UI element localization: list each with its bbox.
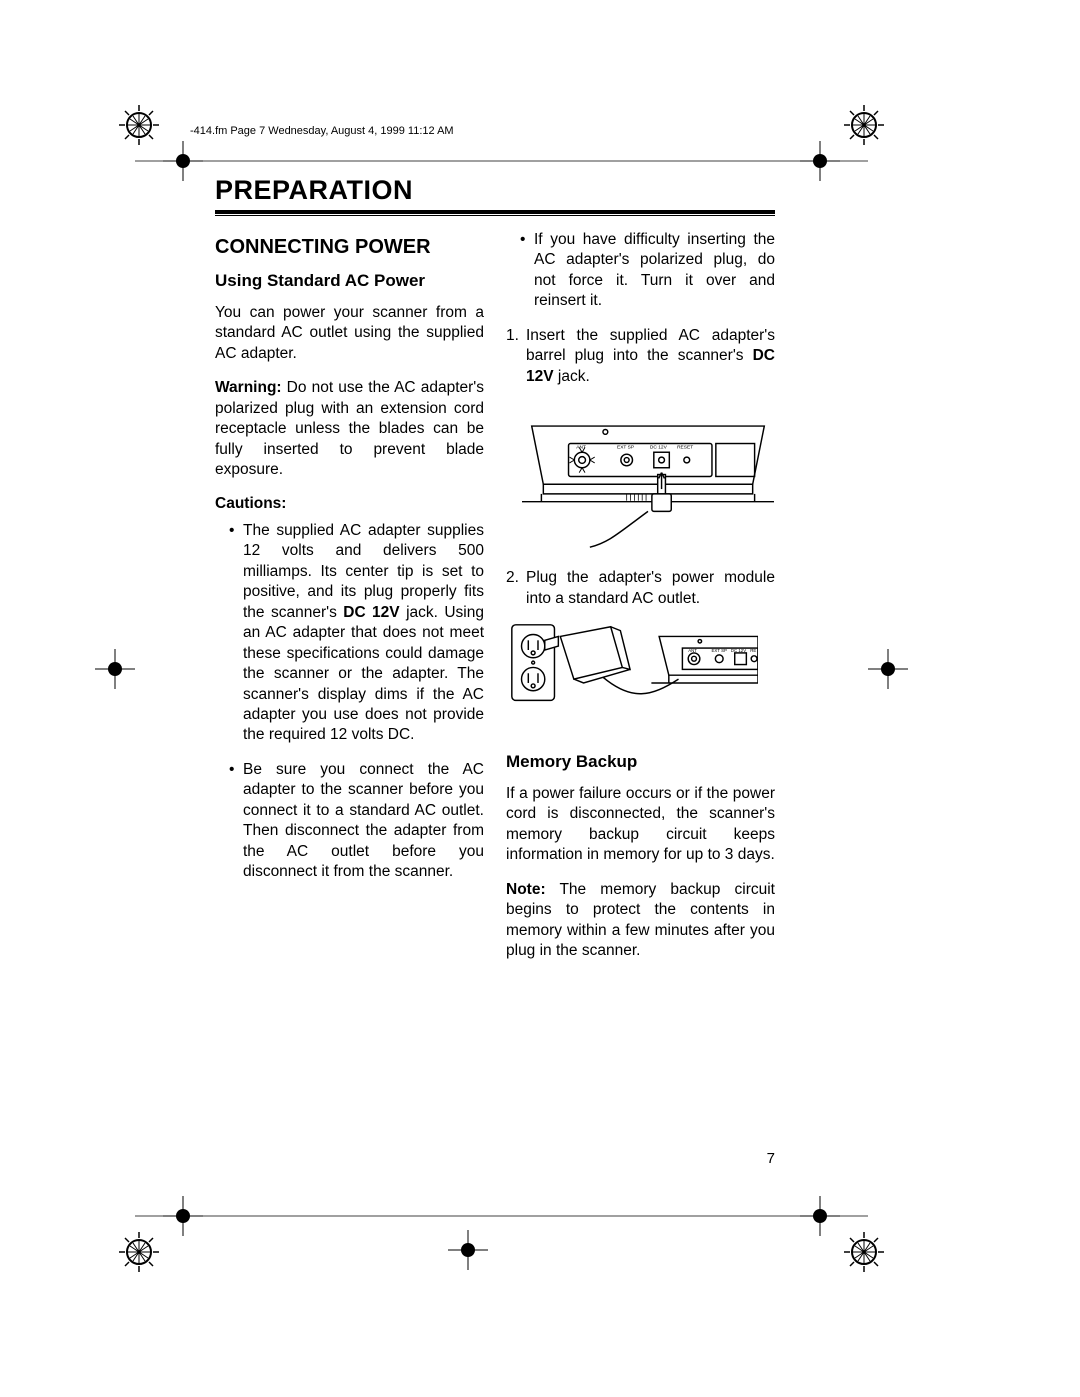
reg-mr-dot (868, 649, 912, 693)
cautions-label: Cautions: (215, 494, 484, 514)
cautions-list: The supplied AC adapter supplies 12 volt… (229, 521, 484, 883)
svg-text:RE: RE (750, 648, 756, 653)
warning-label: Warning: (215, 379, 282, 396)
svg-text:RESET: RESET (677, 445, 693, 451)
svg-text:ANT: ANT (576, 445, 586, 451)
memory-para: If a power failure occurs or if the powe… (506, 784, 775, 866)
cautions-list-cont: If you have difficulty inserting the AC … (520, 230, 775, 312)
reg-br-sun (842, 1230, 902, 1290)
bottom-crop-line (135, 1215, 868, 1217)
right-column: If you have difficulty inserting the AC … (506, 230, 775, 976)
caution-item-1: The supplied AC adapter supplies 12 volt… (229, 521, 484, 746)
note-text: The memory backup circuit begins to prot… (506, 881, 775, 959)
reg-ml-dot (95, 649, 139, 693)
title-rule-thick (215, 210, 775, 214)
top-crop-line (135, 160, 868, 162)
sub-heading-memory: Memory Backup (506, 751, 775, 773)
page-title: PREPARATION (215, 175, 775, 206)
caution-item-2: Be sure you connect the AC adapter to th… (229, 760, 484, 883)
caution-item-3: If you have difficulty inserting the AC … (520, 230, 775, 312)
svg-text:EXT SP: EXT SP (711, 648, 727, 653)
intro-para: You can power your scanner from a standa… (215, 303, 484, 364)
reg-tl-dot (163, 141, 207, 185)
reg-bc-dot (448, 1230, 492, 1274)
reg-br-dot (800, 1196, 844, 1240)
page-number: 7 (767, 1150, 775, 1167)
title-rule-thin (215, 215, 775, 216)
svg-text:ANT: ANT (688, 648, 697, 653)
svg-text:DC 12V: DC 12V (731, 648, 746, 653)
figure-outlet-adapter: ANT EXT SP DC 12V RE (506, 619, 758, 735)
note-label: Note: (506, 881, 546, 898)
figure-scanner-jack: ANT EXT SP DC 12V RESET (522, 397, 774, 552)
note-para: Note: The memory backup circuit begins t… (506, 880, 775, 962)
reg-bl-dot (163, 1196, 207, 1240)
step-2: 2.Plug the adapter's power module into a… (506, 568, 775, 609)
step-1: 1. Insert the supplied AC adapter's barr… (506, 326, 775, 387)
reg-tr-sun (842, 103, 902, 163)
svg-text:EXT SP: EXT SP (617, 445, 634, 451)
steps-list: 1. Insert the supplied AC adapter's barr… (506, 326, 775, 387)
svg-text:DC 12V: DC 12V (650, 445, 668, 451)
steps-list-2: 2.Plug the adapter's power module into a… (506, 568, 775, 609)
header-line: -414.fm Page 7 Wednesday, August 4, 1999… (190, 125, 454, 137)
left-column: CONNECTING POWER Using Standard AC Power… (215, 230, 484, 976)
sub-heading-ac: Using Standard AC Power (215, 270, 484, 292)
section-heading: CONNECTING POWER (215, 234, 484, 260)
reg-tr-dot (800, 141, 844, 185)
warning-para: Warning: Do not use the AC adapter's pol… (215, 378, 484, 480)
